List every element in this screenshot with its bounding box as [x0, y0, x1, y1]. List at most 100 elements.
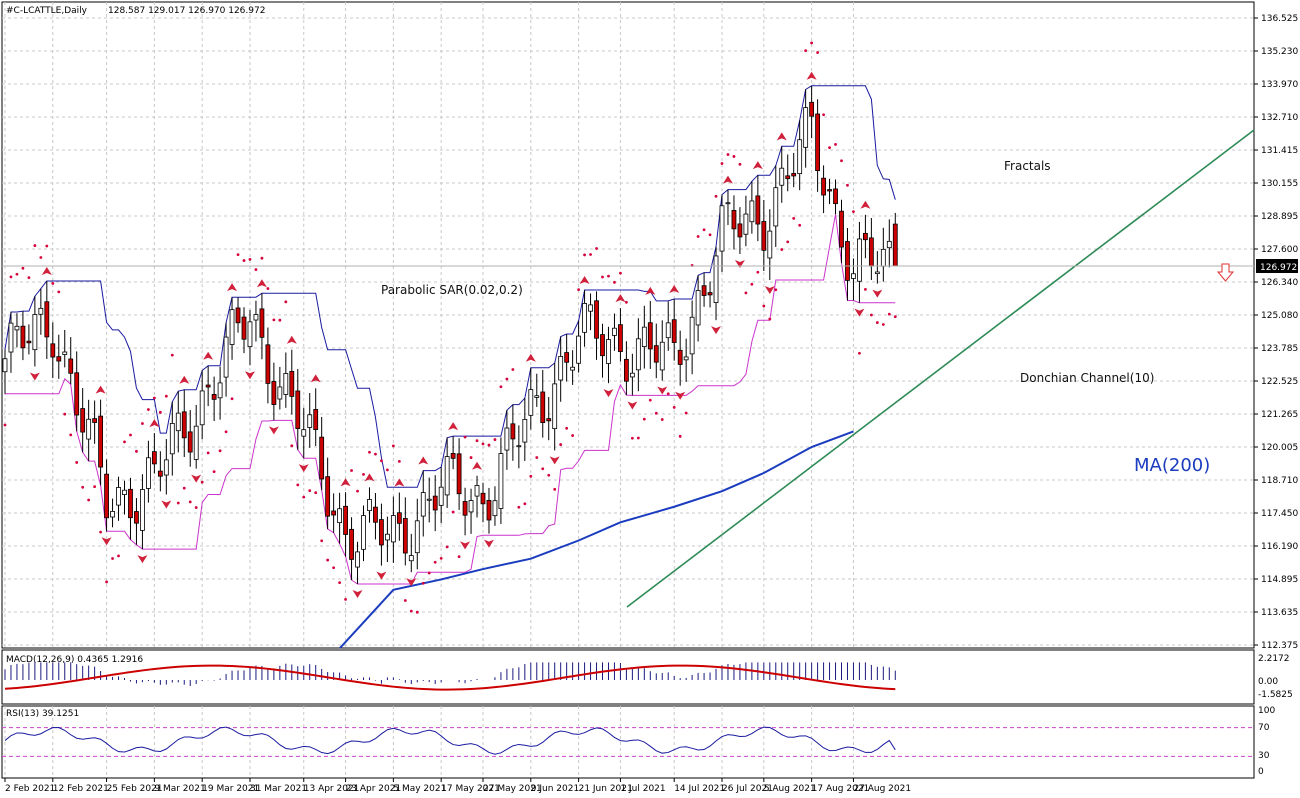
candle-body	[331, 510, 337, 516]
candle-body	[618, 324, 623, 352]
date-tick-label: 1 Jul 2021	[620, 784, 665, 794]
psar-dot	[553, 487, 557, 491]
psar-dot	[565, 426, 569, 430]
fractal-down-marker	[191, 474, 202, 483]
psar-dot	[278, 318, 282, 322]
psar-dot	[625, 300, 628, 304]
fractal-up-marker	[579, 275, 590, 284]
fractal-down-marker	[137, 555, 148, 564]
psar-dot	[129, 433, 132, 437]
candle-body	[396, 512, 402, 524]
psar-dot	[613, 280, 616, 284]
price-tick-label: 118.710	[1261, 476, 1298, 486]
fractal-up-marker	[227, 283, 238, 292]
candle-body	[349, 528, 354, 560]
psar-dot	[117, 554, 120, 558]
candle-body	[187, 431, 193, 453]
psar-dot	[248, 257, 252, 261]
donchian-lower-line	[5, 214, 896, 585]
candle-body	[695, 290, 701, 326]
psar-dot	[457, 555, 461, 559]
psar-dot	[302, 495, 306, 499]
psar-dot	[421, 581, 425, 585]
fractal-up-marker	[179, 375, 190, 384]
candle-body	[791, 173, 797, 177]
psar-dot	[451, 510, 455, 514]
psar-dot	[254, 268, 258, 271]
candle-body	[271, 381, 277, 405]
psar-dot	[774, 288, 778, 292]
price-tick-label: 117.450	[1261, 509, 1298, 519]
candle-body	[301, 429, 307, 437]
date-tick-label: 17 Aug 2021	[812, 784, 870, 794]
psar-dot	[21, 266, 25, 270]
candle-body	[803, 107, 809, 148]
psar-dot	[39, 256, 43, 259]
psar-dot	[332, 566, 336, 570]
candle-body	[576, 335, 581, 364]
psar-dot	[99, 530, 102, 534]
psar-dot	[768, 317, 772, 321]
candle-body	[474, 485, 480, 497]
candle-body	[689, 316, 695, 355]
macd-signal-line	[4, 664, 896, 691]
price-tick-label: 126.340	[1261, 278, 1298, 288]
macd-panel	[1, 649, 1255, 705]
date-tick-label: 19 Mar 2021	[202, 784, 259, 794]
ma-annotation: MA(200)	[1134, 455, 1210, 476]
candle-body	[8, 322, 14, 353]
psar-dot	[356, 489, 359, 493]
psar-dot	[511, 368, 515, 371]
psar-dot	[236, 253, 240, 257]
psar-dot	[386, 468, 389, 472]
fractal-down-marker	[764, 286, 775, 295]
rsi-axis-0: 0	[1258, 767, 1264, 777]
candle-body	[247, 321, 253, 348]
candle-body	[821, 177, 826, 196]
psar-dot	[559, 443, 563, 446]
fractal-down-marker	[549, 456, 560, 465]
candle-body	[14, 325, 20, 331]
psar-dot	[374, 452, 377, 456]
psar-dot	[595, 247, 598, 250]
psar-dot	[147, 408, 150, 411]
candle-body	[755, 195, 761, 225]
candle-body	[402, 518, 408, 554]
psar-dot	[792, 216, 796, 220]
psar-dot	[69, 433, 73, 437]
psar-dot	[87, 498, 91, 502]
fractal-down-marker	[734, 259, 745, 268]
candle-body	[845, 241, 850, 281]
fractal-down-marker	[872, 289, 883, 298]
candle-body	[253, 314, 259, 321]
psar-dot	[362, 472, 365, 476]
candle-body	[528, 389, 534, 416]
psar-dot	[810, 41, 814, 45]
psar-dot	[583, 253, 586, 257]
psar-dot	[9, 275, 13, 279]
candle-body	[797, 139, 803, 175]
psar-dot	[726, 153, 730, 156]
candle-body	[169, 423, 175, 455]
candle-body	[277, 386, 283, 400]
psar-dot	[881, 323, 885, 326]
candle-body	[516, 445, 522, 448]
psar-dot	[3, 423, 7, 427]
candle-body	[749, 200, 755, 223]
psar-dot	[619, 271, 622, 275]
candle-body	[839, 210, 844, 248]
macd-axis-zero: 0.00	[1258, 677, 1278, 687]
main-panel	[1, 1, 1255, 649]
psar-dot	[350, 469, 353, 472]
psar-dot	[601, 275, 604, 279]
psar-dot	[744, 291, 748, 295]
candle-body	[892, 223, 898, 267]
candle-body	[713, 255, 719, 303]
candle-body	[540, 391, 546, 423]
psar-dot	[63, 412, 67, 416]
rsi-axis-70: 70	[1258, 723, 1270, 733]
candlesticks	[2, 85, 898, 585]
psar-dot	[188, 500, 192, 504]
rsi-axis-30: 30	[1258, 751, 1270, 761]
